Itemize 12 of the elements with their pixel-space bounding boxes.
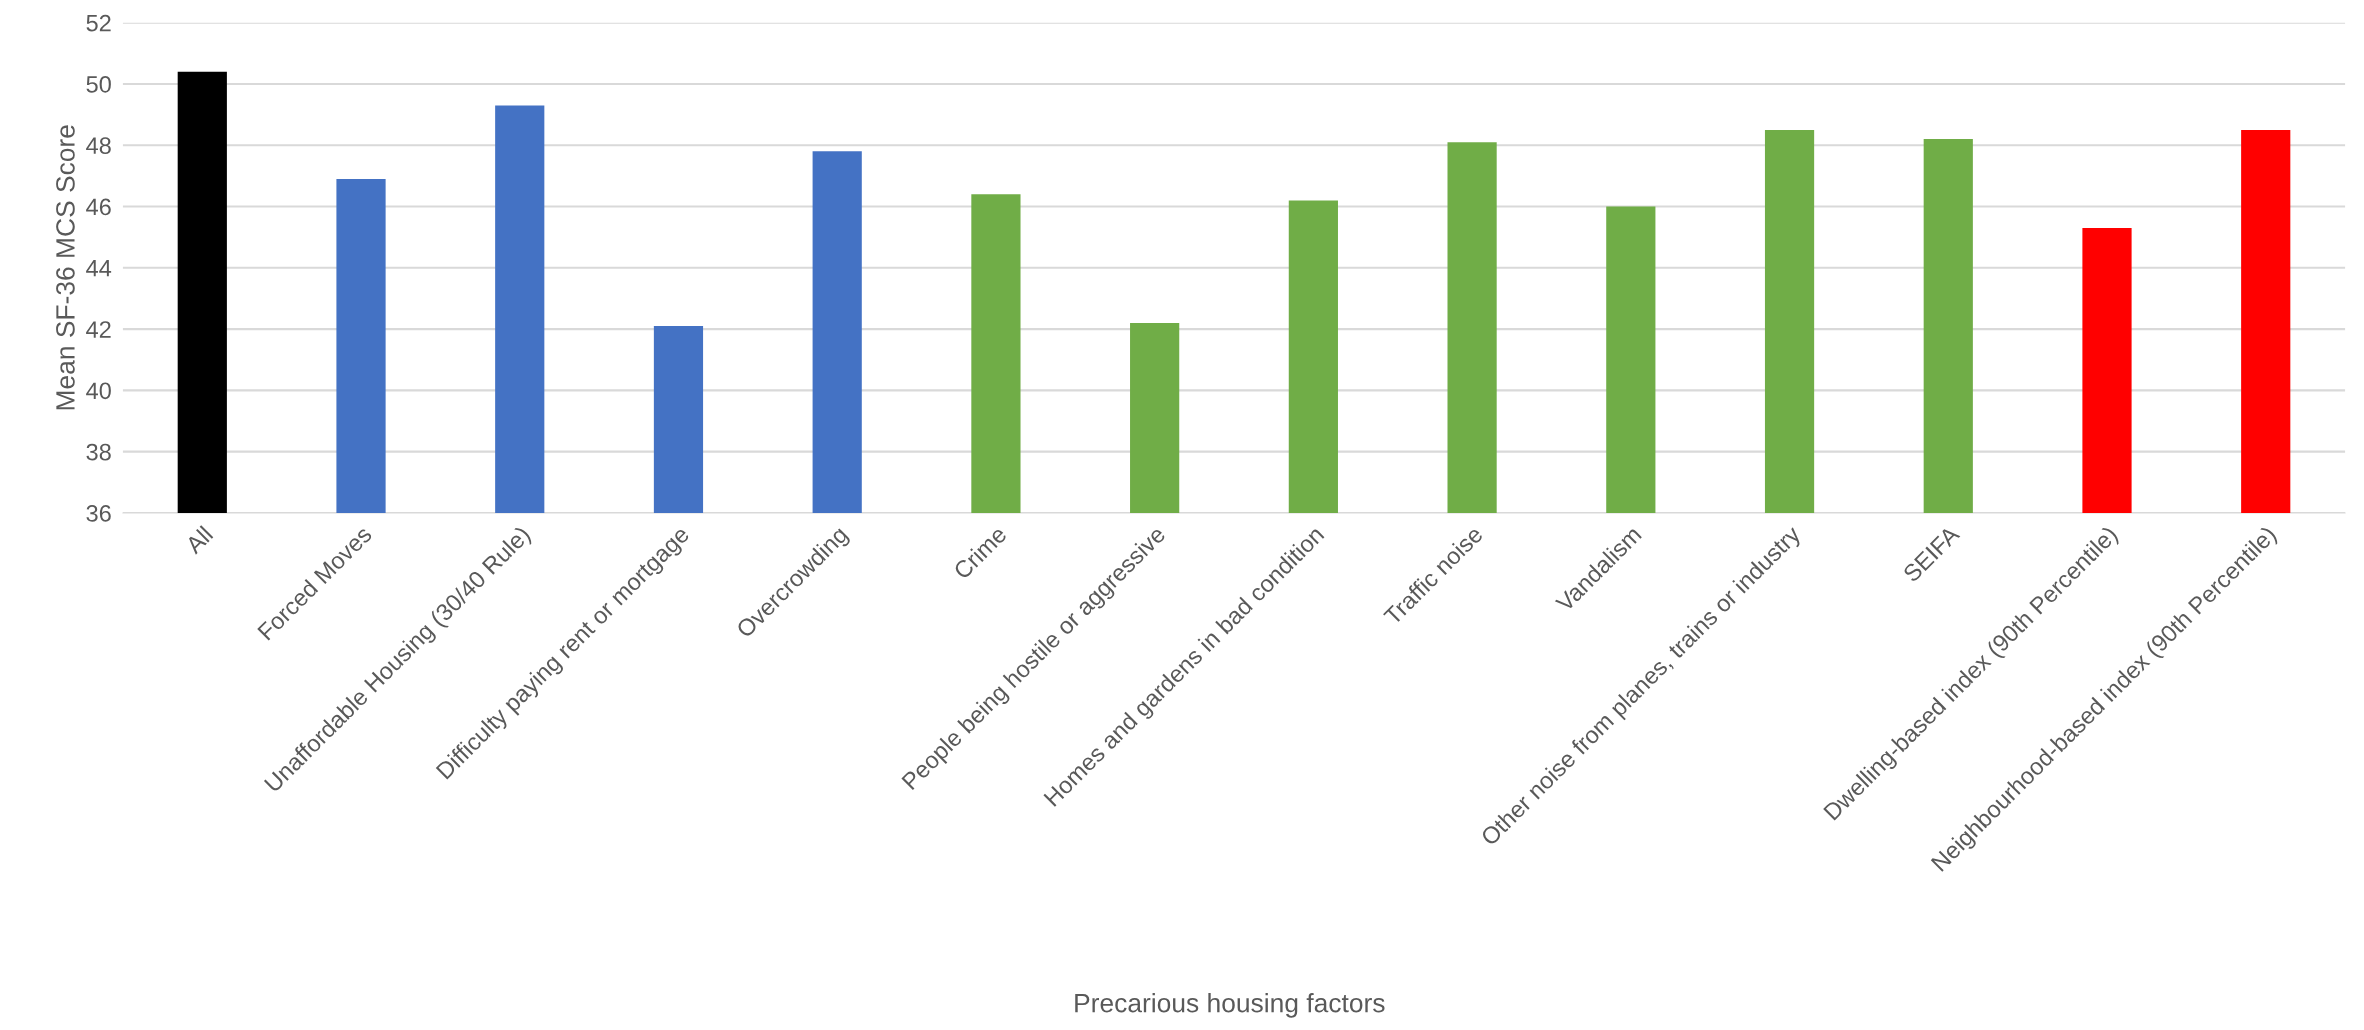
y-tick-label: 44 [86,260,112,277]
y-tick-label: 40 [86,382,111,400]
y-tick-label: 52 [86,14,111,32]
y-tick-label: 36 [86,505,111,522]
y-axis-title: Mean SF-36 MCS Score [56,125,75,410]
x-axis-title: Precarious housing factors [1075,993,1385,1018]
y-tick-label: 48 [86,137,111,155]
y-tick-label: 50 [86,76,111,93]
y-tick-label: 42 [86,321,111,338]
y-tick-label: 46 [86,198,111,216]
x-tick-label: All [183,525,214,555]
y-tick-label: 38 [86,443,111,461]
